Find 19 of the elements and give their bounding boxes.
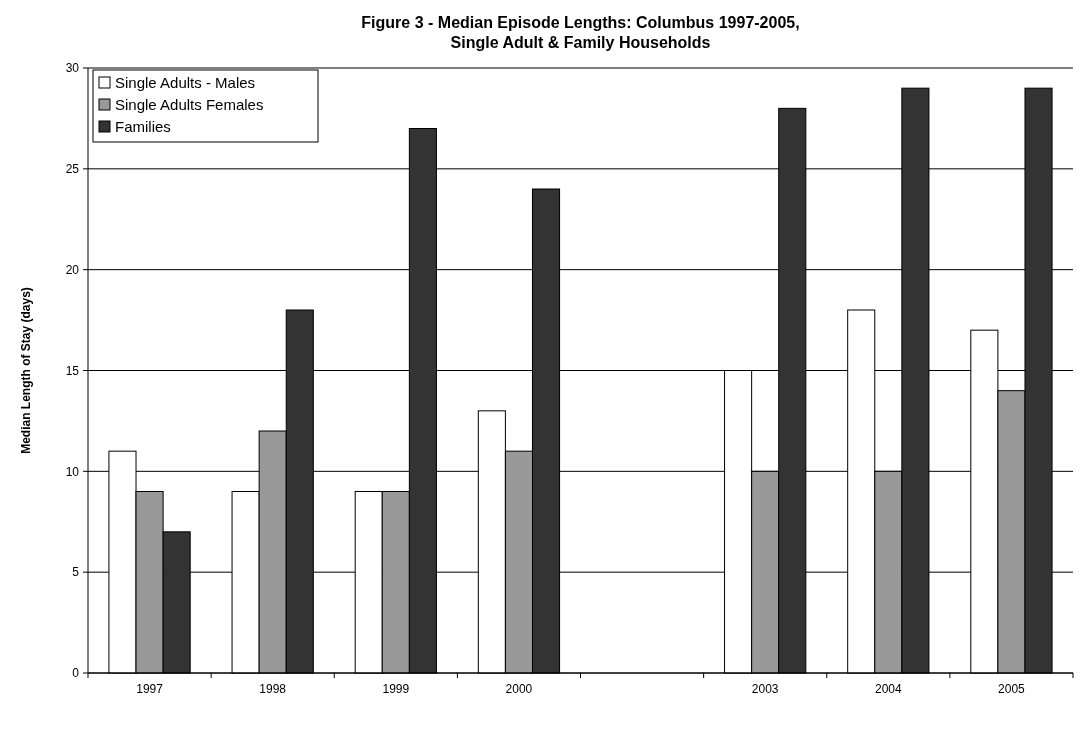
- x-tick-label: 2004: [874, 682, 902, 696]
- y-tick-label: 10: [65, 464, 80, 479]
- x-tick-label: 2003: [751, 682, 779, 696]
- legend-label: Single Adults - Males: [115, 74, 256, 92]
- y-axis-title: Median Length of Stay (days): [19, 287, 33, 454]
- chart-title: Figure 3 - Median Episode Lengths: Columbus 1997-2005, Single Adult & Family Households: [361, 14, 800, 51]
- legend-label: Families: [115, 118, 171, 136]
- y-tick-label: 25: [65, 162, 80, 177]
- legend-label: Single Adults Females: [115, 96, 264, 114]
- x-tick-label: 2000: [505, 682, 533, 696]
- y-tick-label: 15: [65, 363, 80, 378]
- y-tick-label: 30: [65, 61, 80, 76]
- x-tick-label: 1999: [382, 682, 410, 696]
- x-tick-label: 1998: [259, 682, 287, 696]
- x-tick-label: 1997: [136, 682, 164, 696]
- x-tick-label: 2005: [998, 682, 1026, 696]
- y-tick-label: 5: [72, 565, 80, 580]
- y-tick-label: 20: [65, 262, 80, 277]
- y-tick-label: 0: [72, 666, 80, 681]
